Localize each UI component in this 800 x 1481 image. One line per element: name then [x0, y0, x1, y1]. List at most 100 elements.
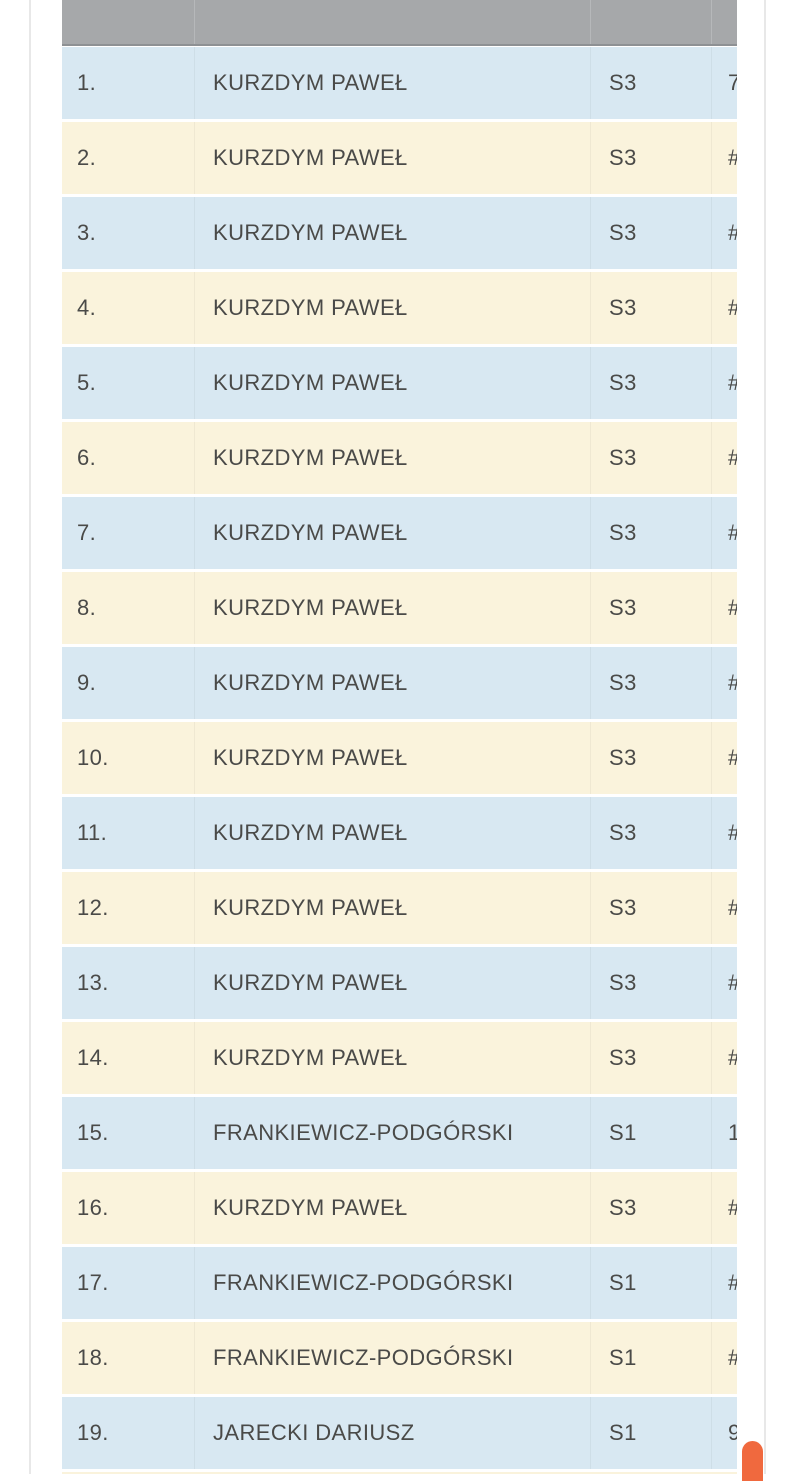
partial-next-row: [62, 1472, 737, 1474]
score-cell: #: [712, 647, 737, 719]
rank-cell: 12.: [62, 872, 195, 944]
category-cell: S1: [591, 1397, 712, 1469]
score-cell: #: [712, 947, 737, 1019]
name-cell: KURZDYM PAWEŁ: [195, 1172, 591, 1244]
rank-cell: 15.: [62, 1097, 195, 1169]
score-cell: #: [712, 122, 737, 194]
header-cell-rank: [62, 0, 195, 44]
score-cell: 1: [728, 1120, 737, 1145]
table-header-row: [62, 0, 737, 46]
name-cell: KURZDYM PAWEŁ: [195, 197, 591, 269]
category-cell: S3: [591, 872, 712, 944]
score-cell: #: [712, 1247, 737, 1319]
category-cell: S3: [591, 1022, 712, 1094]
rank-cell: 18.: [62, 1322, 195, 1394]
name-cell: KURZDYM PAWEŁ: [195, 722, 591, 794]
name-cell: KURZDYM PAWEŁ: [195, 347, 591, 419]
score-cell: #: [712, 1022, 737, 1094]
score-cell: 7: [728, 70, 737, 95]
name-cell: KURZDYM PAWEŁ: [195, 797, 591, 869]
name-cell: KURZDYM PAWEŁ: [195, 647, 591, 719]
score-cell: #: [712, 1172, 737, 1244]
scrollbar-thumb[interactable]: [742, 1441, 763, 1481]
table-row: 1. KURZDYM PAWEŁ S3 7: [62, 47, 737, 119]
category-cell: S3: [591, 122, 712, 194]
table-row: 15. FRANKIEWICZ-PODGÓRSKI S1 1: [62, 1097, 737, 1169]
rank-cell: 9.: [62, 647, 195, 719]
category-cell: S1: [591, 1247, 712, 1319]
name-cell: KURZDYM PAWEŁ: [195, 272, 591, 344]
rank-cell: 10.: [62, 722, 195, 794]
category-cell: S1: [591, 1097, 712, 1169]
category-cell: S3: [591, 1172, 712, 1244]
rank-cell: 5.: [62, 347, 195, 419]
category-cell: S3: [591, 347, 712, 419]
header-cell-category: [591, 0, 712, 44]
name-cell: FRANKIEWICZ-PODGÓRSKI: [195, 1097, 591, 1169]
score-cell: #: [712, 347, 737, 419]
rank-cell: 16.: [62, 1172, 195, 1244]
name-cell: KURZDYM PAWEŁ: [195, 47, 591, 119]
rank-cell: 14.: [62, 1022, 195, 1094]
score-cell: #: [712, 722, 737, 794]
score-cell: #: [712, 272, 737, 344]
table-row: 19. JARECKI DARIUSZ S1 9: [62, 1397, 737, 1469]
category-cell: S3: [591, 197, 712, 269]
rank-cell: 7.: [62, 497, 195, 569]
name-cell: KURZDYM PAWEŁ: [195, 122, 591, 194]
name-cell: KURZDYM PAWEŁ: [195, 497, 591, 569]
category-cell: S3: [591, 797, 712, 869]
rank-cell: 1.: [62, 47, 195, 119]
category-cell: S3: [591, 422, 712, 494]
category-cell: S3: [591, 497, 712, 569]
name-cell: JARECKI DARIUSZ: [195, 1397, 591, 1469]
name-cell: KURZDYM PAWEŁ: [195, 572, 591, 644]
page-right-edge-line: [764, 0, 766, 1474]
rank-cell: 3.: [62, 197, 195, 269]
name-cell: FRANKIEWICZ-PODGÓRSKI: [195, 1247, 591, 1319]
rank-cell: 6.: [62, 422, 195, 494]
name-cell: KURZDYM PAWEŁ: [195, 422, 591, 494]
rank-cell: 11.: [62, 797, 195, 869]
category-cell: S3: [591, 272, 712, 344]
header-cell-score: [712, 0, 737, 44]
score-cell: #: [712, 872, 737, 944]
page-left-edge-line: [29, 0, 31, 1474]
header-cell-name: [195, 0, 591, 44]
score-cell: #: [712, 797, 737, 869]
rank-cell: 2.: [62, 122, 195, 194]
category-cell: S1: [591, 1322, 712, 1394]
category-cell: S3: [591, 947, 712, 1019]
name-cell: KURZDYM PAWEŁ: [195, 1022, 591, 1094]
name-cell: FRANKIEWICZ-PODGÓRSKI: [195, 1322, 591, 1394]
rank-cell: 17.: [62, 1247, 195, 1319]
category-cell: S3: [591, 47, 712, 119]
rank-cell: 8.: [62, 572, 195, 644]
score-cell: #: [712, 422, 737, 494]
rank-cell: 13.: [62, 947, 195, 1019]
name-cell: KURZDYM PAWEŁ: [195, 947, 591, 1019]
score-cell: #: [712, 497, 737, 569]
score-cell: 9: [728, 1420, 737, 1445]
rank-cell: 4.: [62, 272, 195, 344]
score-cell: #: [712, 572, 737, 644]
category-cell: S3: [591, 722, 712, 794]
score-cell: #: [712, 1322, 737, 1394]
category-cell: S3: [591, 572, 712, 644]
rank-cell: 19.: [62, 1397, 195, 1469]
